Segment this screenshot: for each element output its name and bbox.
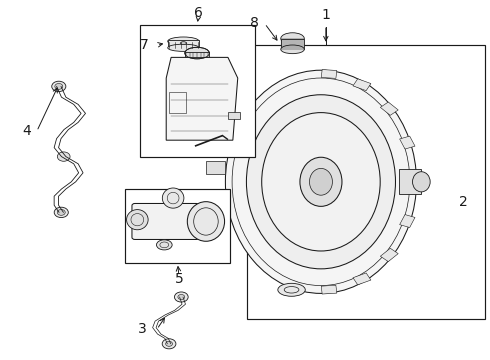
Bar	[400, 136, 415, 149]
Ellipse shape	[162, 188, 184, 208]
Bar	[380, 248, 398, 262]
Bar	[408, 176, 419, 187]
Bar	[125, 189, 230, 263]
Circle shape	[178, 294, 185, 300]
Ellipse shape	[246, 95, 395, 269]
Ellipse shape	[413, 172, 430, 192]
Circle shape	[52, 81, 66, 91]
Ellipse shape	[180, 42, 186, 45]
Bar	[353, 273, 371, 285]
Ellipse shape	[168, 37, 199, 46]
Circle shape	[57, 152, 70, 161]
Bar	[400, 215, 415, 228]
Bar	[169, 91, 186, 113]
Bar	[399, 169, 421, 194]
Circle shape	[57, 210, 65, 215]
Bar	[353, 79, 371, 91]
Bar	[206, 161, 225, 174]
Ellipse shape	[225, 70, 416, 293]
Bar	[168, 40, 199, 48]
Polygon shape	[166, 57, 238, 140]
Bar	[206, 190, 225, 203]
Text: 4: 4	[23, 125, 31, 138]
Bar	[321, 69, 337, 78]
Ellipse shape	[187, 202, 224, 241]
Circle shape	[162, 339, 176, 349]
Circle shape	[55, 84, 63, 89]
Circle shape	[174, 292, 188, 302]
Bar	[281, 39, 304, 49]
Ellipse shape	[262, 113, 380, 251]
Text: 5: 5	[174, 272, 183, 286]
Bar	[140, 25, 255, 157]
Ellipse shape	[156, 240, 172, 250]
Bar	[228, 112, 240, 119]
Bar	[380, 102, 398, 115]
Bar	[321, 285, 337, 294]
Text: 8: 8	[250, 17, 259, 30]
Bar	[185, 52, 209, 57]
Ellipse shape	[300, 157, 342, 206]
Ellipse shape	[278, 283, 305, 296]
Ellipse shape	[310, 168, 332, 195]
Text: 2: 2	[459, 195, 467, 208]
Text: 3: 3	[138, 323, 147, 336]
Circle shape	[54, 207, 68, 217]
Ellipse shape	[168, 44, 199, 51]
Text: 7: 7	[140, 38, 149, 52]
Circle shape	[166, 341, 172, 346]
Ellipse shape	[185, 47, 209, 59]
Text: 1: 1	[321, 8, 330, 22]
Text: 6: 6	[194, 6, 203, 19]
FancyBboxPatch shape	[132, 203, 199, 239]
Ellipse shape	[281, 45, 304, 54]
Bar	[247, 45, 485, 319]
Ellipse shape	[126, 210, 148, 230]
Ellipse shape	[281, 33, 304, 44]
